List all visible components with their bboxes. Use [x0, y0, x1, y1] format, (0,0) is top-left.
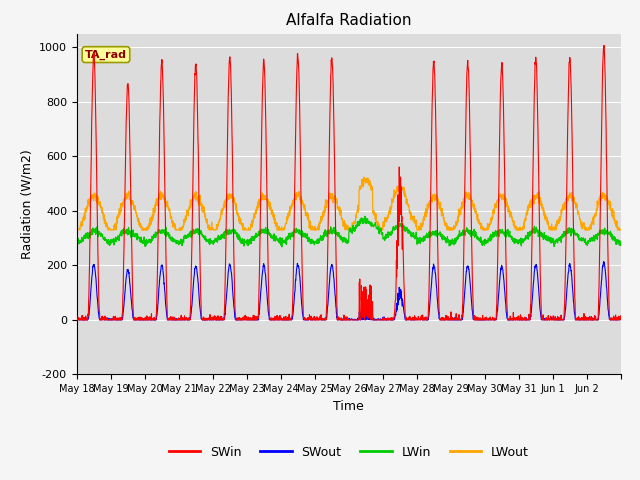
X-axis label: Time: Time [333, 400, 364, 413]
Title: Alfalfa Radiation: Alfalfa Radiation [286, 13, 412, 28]
Text: TA_rad: TA_rad [85, 49, 127, 60]
Y-axis label: Radiation (W/m2): Radiation (W/m2) [20, 149, 33, 259]
Legend: SWin, SWout, LWin, LWout: SWin, SWout, LWin, LWout [164, 441, 534, 464]
